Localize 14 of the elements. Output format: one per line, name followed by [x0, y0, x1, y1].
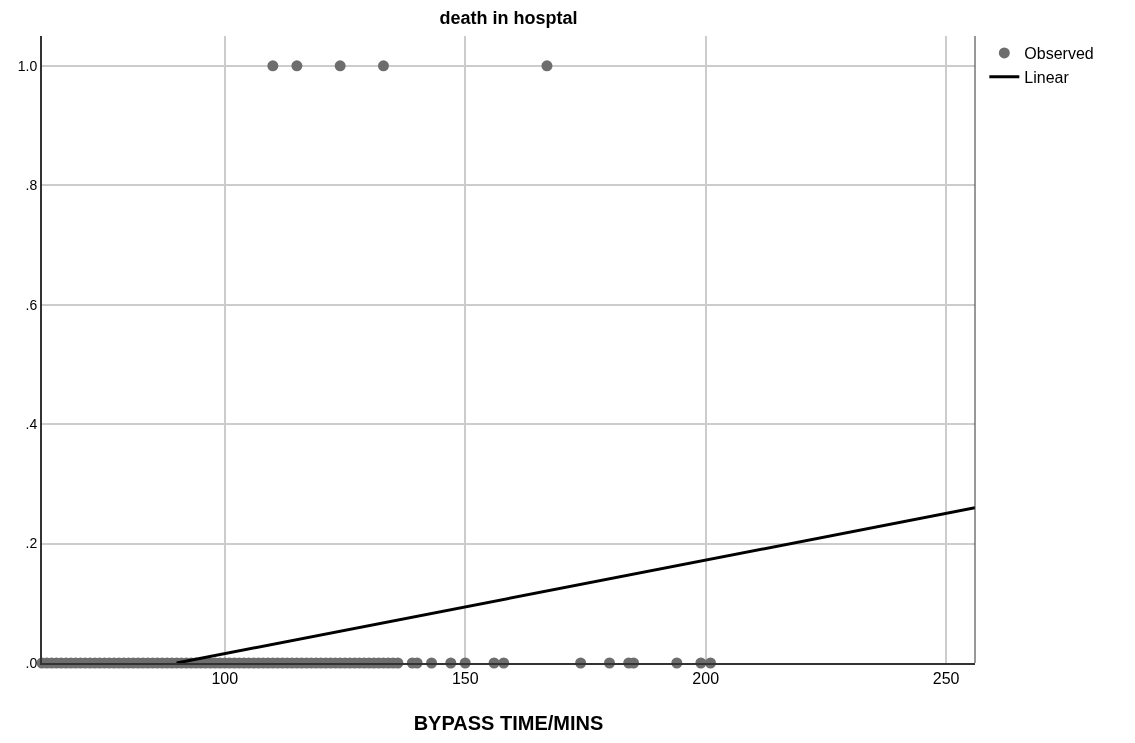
- y-tick-label: .0: [25, 654, 38, 671]
- x-axis-title: BYPASS TIME/MINS: [413, 712, 604, 735]
- x-tick-label: 250: [932, 670, 960, 688]
- x-tick-label: 150: [451, 670, 479, 688]
- y-tick-label: .2: [25, 535, 38, 552]
- chart-title: death in hosptal: [439, 7, 578, 28]
- x-tick-label: 200: [692, 670, 720, 688]
- x-tick-label: 100: [211, 670, 239, 688]
- y-tick-label: .6: [25, 296, 38, 313]
- legend-label: Linear: [1024, 68, 1070, 86]
- y-tick-label: 1.0: [17, 57, 38, 74]
- y-tick-label: .8: [25, 177, 38, 194]
- y-tick-label: .4: [25, 416, 38, 433]
- legend-label: Observed: [1024, 45, 1094, 63]
